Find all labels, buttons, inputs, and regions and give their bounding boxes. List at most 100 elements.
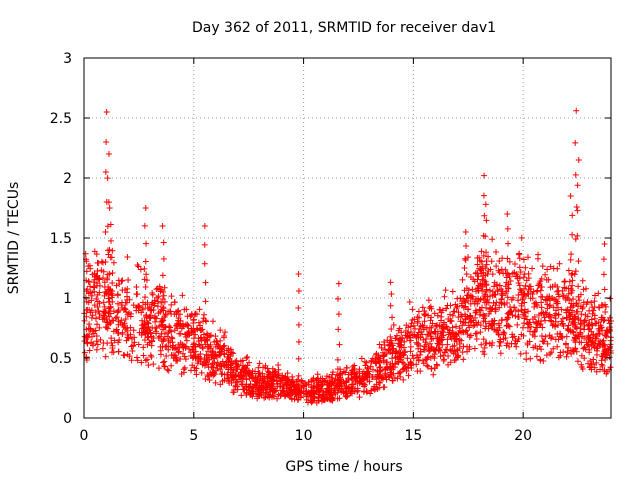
- data-point: [343, 390, 350, 397]
- data-point: [543, 311, 550, 318]
- data-point: [217, 327, 224, 334]
- data-point: [130, 302, 137, 309]
- data-point: [388, 337, 395, 344]
- data-point: [291, 396, 298, 403]
- data-point: [248, 391, 255, 398]
- data-point: [184, 330, 191, 337]
- data-point: [380, 352, 387, 359]
- data-point: [308, 399, 315, 406]
- data-point: [422, 339, 429, 346]
- data-point: [275, 366, 282, 373]
- data-point: [513, 343, 520, 350]
- data-point: [421, 318, 428, 325]
- data-point: [137, 266, 144, 273]
- data-point: [167, 308, 174, 315]
- data-point: [401, 349, 408, 356]
- data-point: [578, 352, 585, 359]
- data-point: [439, 325, 446, 332]
- data-point: [525, 291, 532, 298]
- data-point: [115, 308, 122, 315]
- data-point: [552, 318, 559, 325]
- data-point: [100, 275, 107, 282]
- data-point: [367, 363, 374, 370]
- data-point: [557, 352, 564, 359]
- data-point: [187, 313, 194, 320]
- data-point: [547, 350, 554, 357]
- data-point: [387, 367, 394, 374]
- data-point: [510, 294, 517, 301]
- data-point: [439, 307, 446, 314]
- data-point: [472, 309, 479, 316]
- data-point: [339, 370, 346, 377]
- data-point: [209, 352, 216, 359]
- data-point: [449, 312, 456, 319]
- data-point: [546, 293, 553, 300]
- data-point: [343, 384, 350, 391]
- data-point: [589, 331, 596, 338]
- data-point: [467, 300, 474, 307]
- data-point: [489, 305, 496, 312]
- data-point: [504, 322, 511, 329]
- data-point: [419, 304, 426, 311]
- data-point: [413, 334, 420, 341]
- data-point: [549, 334, 556, 341]
- data-point: [86, 321, 93, 328]
- data-point: [153, 328, 160, 335]
- data-point: [454, 295, 461, 302]
- data-point: [524, 320, 531, 327]
- data-point: [474, 261, 481, 268]
- data-point: [119, 331, 126, 338]
- data-point: [601, 301, 608, 308]
- data-point: [482, 265, 489, 272]
- data-point: [428, 365, 435, 372]
- data-point: [104, 319, 111, 326]
- data-point: [595, 330, 602, 337]
- data-point: [160, 239, 167, 246]
- data-point: [448, 318, 455, 325]
- data-point: [428, 336, 435, 343]
- data-point: [515, 292, 522, 299]
- data-point: [139, 299, 146, 306]
- data-point: [323, 385, 330, 392]
- data-point: [475, 287, 482, 294]
- data-point: [469, 286, 476, 293]
- data-point: [453, 323, 460, 330]
- data-point: [378, 344, 385, 351]
- data-point: [565, 285, 572, 292]
- data-point: [165, 337, 172, 344]
- data-point: [509, 270, 516, 277]
- data-point: [527, 283, 534, 290]
- data-point: [127, 331, 134, 338]
- data-point: [411, 316, 418, 323]
- data-point: [150, 361, 157, 368]
- data-point: [544, 340, 551, 347]
- data-point: [152, 318, 159, 325]
- data-point: [168, 362, 175, 369]
- data-point: [482, 313, 489, 319]
- data-point: [170, 344, 177, 351]
- data-point: [123, 337, 130, 344]
- y-tick-label: 3: [63, 51, 72, 67]
- data-point: [568, 271, 575, 278]
- data-point: [203, 351, 210, 358]
- data-point: [369, 355, 376, 362]
- data-point: [441, 349, 448, 356]
- data-point: [523, 277, 530, 284]
- data-point: [507, 278, 514, 285]
- x-axis-label: GPS time / hours: [285, 459, 402, 475]
- data-point: [279, 372, 286, 379]
- data-point: [157, 343, 164, 350]
- data-point: [530, 288, 537, 295]
- data-point: [450, 308, 457, 315]
- data-point: [593, 333, 600, 340]
- data-point: [243, 386, 250, 393]
- data-point: [221, 371, 228, 378]
- data-point: [139, 322, 146, 329]
- data-point: [209, 318, 216, 325]
- data-point: [495, 320, 502, 327]
- data-point: [472, 330, 479, 337]
- data-point: [142, 258, 149, 265]
- data-point: [522, 264, 529, 271]
- data-point: [575, 258, 582, 265]
- data-point: [202, 375, 209, 382]
